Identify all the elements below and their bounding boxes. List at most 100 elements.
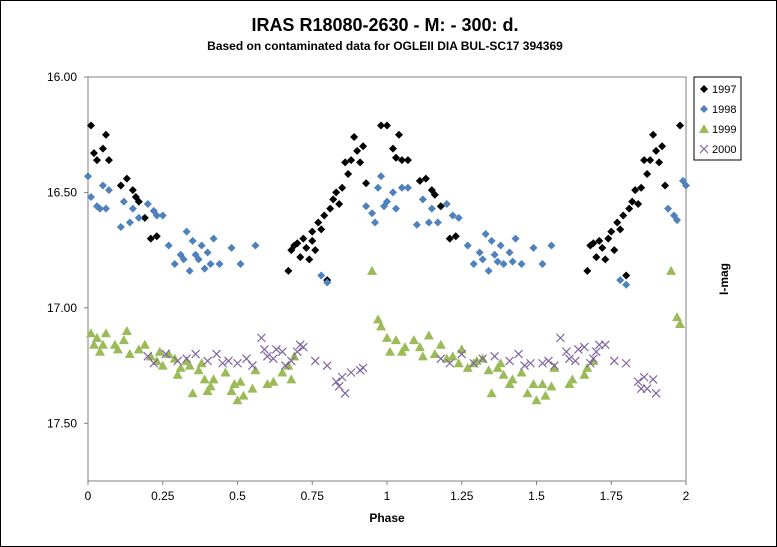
data-point-1998 xyxy=(143,199,152,208)
data-point-2000 xyxy=(218,358,227,368)
data-point-1999 xyxy=(133,344,144,354)
legend-label-2000: 2000 xyxy=(712,144,736,156)
data-point-1997 xyxy=(634,199,643,208)
data-point-1999 xyxy=(97,339,108,349)
data-point-1999 xyxy=(483,365,494,375)
data-point-1999 xyxy=(384,346,395,356)
x-tick-label: 0 xyxy=(85,489,92,503)
data-point-1999 xyxy=(414,342,425,352)
data-point-1997 xyxy=(415,176,424,185)
data-point-1997 xyxy=(421,174,430,183)
data-point-1999 xyxy=(202,385,213,395)
data-point-2000 xyxy=(161,349,171,359)
data-point-2000 xyxy=(490,351,500,361)
data-point-1998 xyxy=(170,259,179,268)
data-point-1998 xyxy=(397,183,406,192)
data-point-1999 xyxy=(447,351,458,361)
data-point-1998 xyxy=(478,255,487,264)
data-point-1999 xyxy=(390,335,401,345)
data-point-1998 xyxy=(176,250,185,259)
data-point-2000 xyxy=(591,347,601,357)
data-point-1998 xyxy=(484,266,493,275)
y-axis-title: I-mag xyxy=(717,263,731,295)
data-point-1997 xyxy=(362,179,371,188)
data-point-1999 xyxy=(564,379,575,389)
data-point-1997 xyxy=(646,156,655,165)
legend-marker-1999 xyxy=(699,124,709,133)
data-point-1997 xyxy=(146,234,155,243)
data-point-1998 xyxy=(125,218,134,227)
data-point-1998 xyxy=(529,243,538,252)
data-point-1999 xyxy=(154,346,165,356)
data-point-1999 xyxy=(462,362,473,372)
data-point-1998 xyxy=(371,218,380,227)
data-point-1998 xyxy=(508,257,517,266)
data-point-1999 xyxy=(582,362,593,372)
data-point-1999 xyxy=(289,351,300,361)
data-point-1999 xyxy=(286,374,297,384)
series-2000 xyxy=(143,333,661,398)
data-point-2000 xyxy=(570,356,580,366)
data-point-1997 xyxy=(101,130,110,139)
data-point-1999 xyxy=(666,265,677,275)
data-point-2000 xyxy=(340,388,350,398)
data-point-1998 xyxy=(682,181,690,190)
data-point-1998 xyxy=(377,172,386,181)
data-point-1998 xyxy=(215,259,224,268)
data-point-2000 xyxy=(639,372,649,382)
data-point-1997 xyxy=(655,158,664,167)
data-point-2000 xyxy=(579,342,589,352)
data-point-1997 xyxy=(604,234,613,243)
x-axis-title: Phase xyxy=(369,511,405,525)
data-point-1999 xyxy=(175,362,186,372)
data-point-1999 xyxy=(507,374,518,384)
data-point-1997 xyxy=(296,253,305,262)
data-point-1998 xyxy=(209,234,218,243)
data-point-1999 xyxy=(208,374,219,384)
data-point-2000 xyxy=(436,354,446,364)
data-point-1998 xyxy=(152,211,161,220)
data-point-1999 xyxy=(205,381,216,391)
data-point-1999 xyxy=(516,367,527,377)
series-1998 xyxy=(84,172,690,289)
data-point-1997 xyxy=(308,227,317,236)
data-point-1998 xyxy=(412,220,421,229)
data-point-1997 xyxy=(598,243,607,252)
data-point-1998 xyxy=(505,248,514,257)
data-point-1998 xyxy=(499,259,508,268)
y-tick-label: 17.50 xyxy=(47,416,77,430)
legend-marker-1997 xyxy=(700,85,708,93)
data-point-2000 xyxy=(346,368,356,377)
data-point-2000 xyxy=(337,372,347,382)
data-point-1997 xyxy=(98,144,107,153)
data-point-2000 xyxy=(457,349,467,359)
data-point-1998 xyxy=(427,204,436,213)
data-point-1999 xyxy=(193,365,204,375)
data-point-1997 xyxy=(353,146,362,155)
plot-area xyxy=(87,76,687,482)
y-axis: 16.00 16.50 17.00 17.50 xyxy=(47,70,88,430)
data-point-1997 xyxy=(308,236,317,245)
data-point-1997 xyxy=(388,144,397,153)
data-point-1998 xyxy=(664,204,673,213)
data-point-1998 xyxy=(206,259,215,268)
x-tick-label: 1.25 xyxy=(450,489,474,503)
data-point-1998 xyxy=(104,186,113,195)
data-point-2000 xyxy=(280,361,290,370)
x-tick-label: 1.75 xyxy=(600,489,624,503)
data-point-1999 xyxy=(417,351,428,361)
data-point-1997 xyxy=(649,130,658,139)
data-point-2000 xyxy=(212,349,221,359)
data-point-1997 xyxy=(89,149,98,158)
data-point-2000 xyxy=(573,344,583,354)
data-point-1998 xyxy=(469,259,478,268)
data-point-2000 xyxy=(259,344,269,354)
data-point-1997 xyxy=(299,234,308,243)
data-point-2000 xyxy=(173,356,183,366)
legend-marker-2000 xyxy=(699,144,709,154)
data-point-1999 xyxy=(124,349,135,359)
data-point-1999 xyxy=(85,328,96,338)
data-point-2000 xyxy=(310,356,320,366)
data-point-1998 xyxy=(487,236,496,245)
